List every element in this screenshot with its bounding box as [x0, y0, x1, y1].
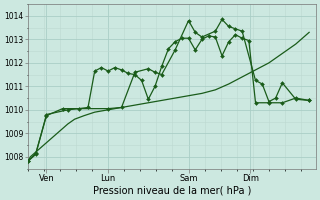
X-axis label: Pression niveau de la mer( hPa ): Pression niveau de la mer( hPa ): [92, 186, 251, 196]
